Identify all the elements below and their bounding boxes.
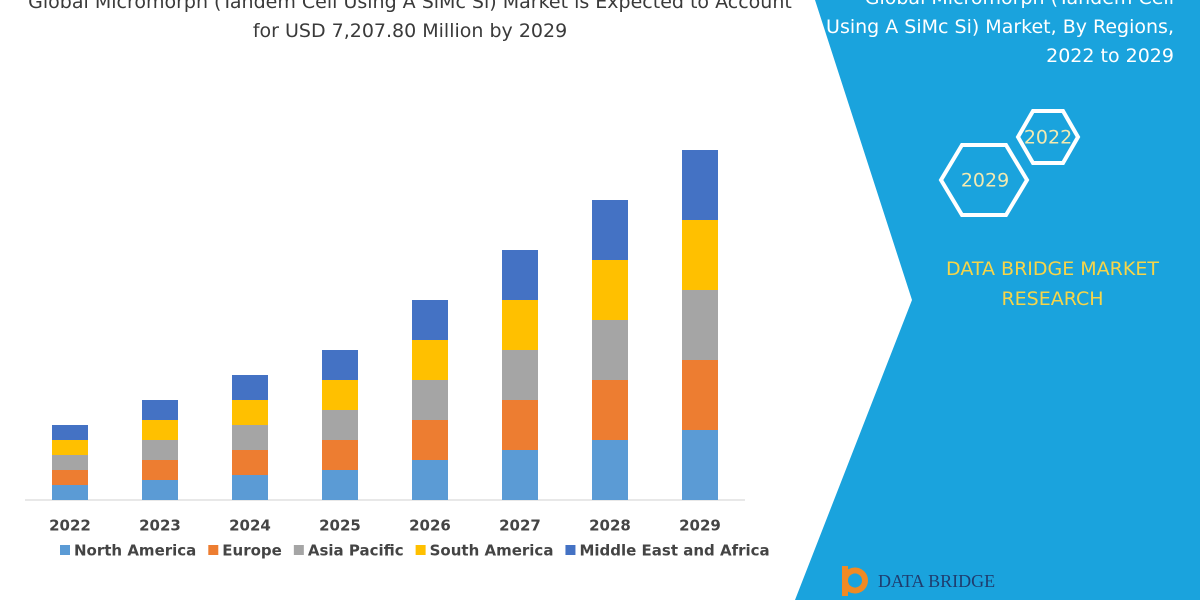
legend-swatch — [565, 545, 576, 555]
logo-text: DATA BRIDGE — [878, 571, 995, 591]
bar-segment — [502, 300, 538, 350]
bar-segment — [52, 455, 88, 470]
hexagon-label: 2029 — [961, 170, 1009, 192]
bar-segment — [412, 380, 448, 420]
bar-segment — [322, 350, 358, 380]
legend-swatch — [208, 545, 219, 555]
legend-label: North America — [74, 542, 196, 560]
bar-segment — [232, 400, 268, 425]
bar-segment — [592, 380, 628, 440]
side-panel — [795, 0, 1200, 600]
x-tick-label: 2022 — [49, 517, 91, 535]
x-tick-label: 2028 — [589, 517, 631, 535]
bar-segment — [592, 440, 628, 500]
bar-segment — [592, 260, 628, 320]
x-tick-label: 2026 — [409, 517, 451, 535]
brand-name: DATA BRIDGE MARKET RESEARCH — [946, 258, 1159, 310]
bar-segment — [142, 480, 178, 500]
x-tick-label: 2024 — [229, 517, 271, 535]
bar-segment — [502, 350, 538, 400]
bar-segment — [232, 450, 268, 475]
bar-segment — [682, 220, 718, 290]
x-tick-label: 2023 — [139, 517, 181, 535]
bar-segment — [322, 440, 358, 470]
bar-segment — [232, 375, 268, 400]
bar-segment — [52, 425, 88, 440]
bar-segment — [322, 410, 358, 440]
bar-segment — [502, 250, 538, 300]
bar-segment — [52, 470, 88, 485]
bar-segment — [142, 460, 178, 480]
bar-segment — [412, 420, 448, 460]
bar-segment — [682, 290, 718, 360]
bar-segment — [412, 340, 448, 380]
bar-segment — [52, 485, 88, 500]
logo-icon — [842, 566, 868, 596]
bar-segment — [682, 150, 718, 220]
panel-title: Global Micromorph (Tandem Cell Using A S… — [826, 0, 1174, 67]
bar-segment — [52, 440, 88, 455]
x-tick-label: 2025 — [319, 517, 361, 535]
bar-segment — [502, 400, 538, 450]
legend-label: Europe — [222, 542, 282, 560]
bar-segment — [592, 200, 628, 260]
bar-segment — [682, 430, 718, 500]
legend-swatch — [60, 545, 70, 555]
legend-label: Middle East and Africa — [579, 542, 769, 560]
bar-segment — [142, 440, 178, 460]
chart-title: Global Micromorph (Tandem Cell Using A S… — [28, 0, 792, 42]
bar-segment — [412, 460, 448, 500]
legend-swatch — [293, 545, 304, 555]
bar-segment — [592, 320, 628, 380]
bar-segment — [322, 380, 358, 410]
legend-swatch — [415, 545, 426, 555]
bar-segment — [412, 300, 448, 340]
bar-segment — [232, 425, 268, 450]
bar-segment — [322, 470, 358, 500]
bar-segment — [502, 450, 538, 500]
legend-label: South America — [430, 542, 554, 560]
x-tick-label: 2027 — [499, 517, 541, 535]
legend-label: Asia Pacific — [308, 542, 404, 560]
bar-segment — [682, 360, 718, 430]
hexagon-label: 2022 — [1024, 127, 1072, 149]
bar-segment — [142, 400, 178, 420]
bar-segment — [142, 420, 178, 440]
bar-segment — [232, 475, 268, 500]
x-tick-label: 2029 — [679, 517, 721, 535]
hexagons — [938, 109, 1081, 217]
